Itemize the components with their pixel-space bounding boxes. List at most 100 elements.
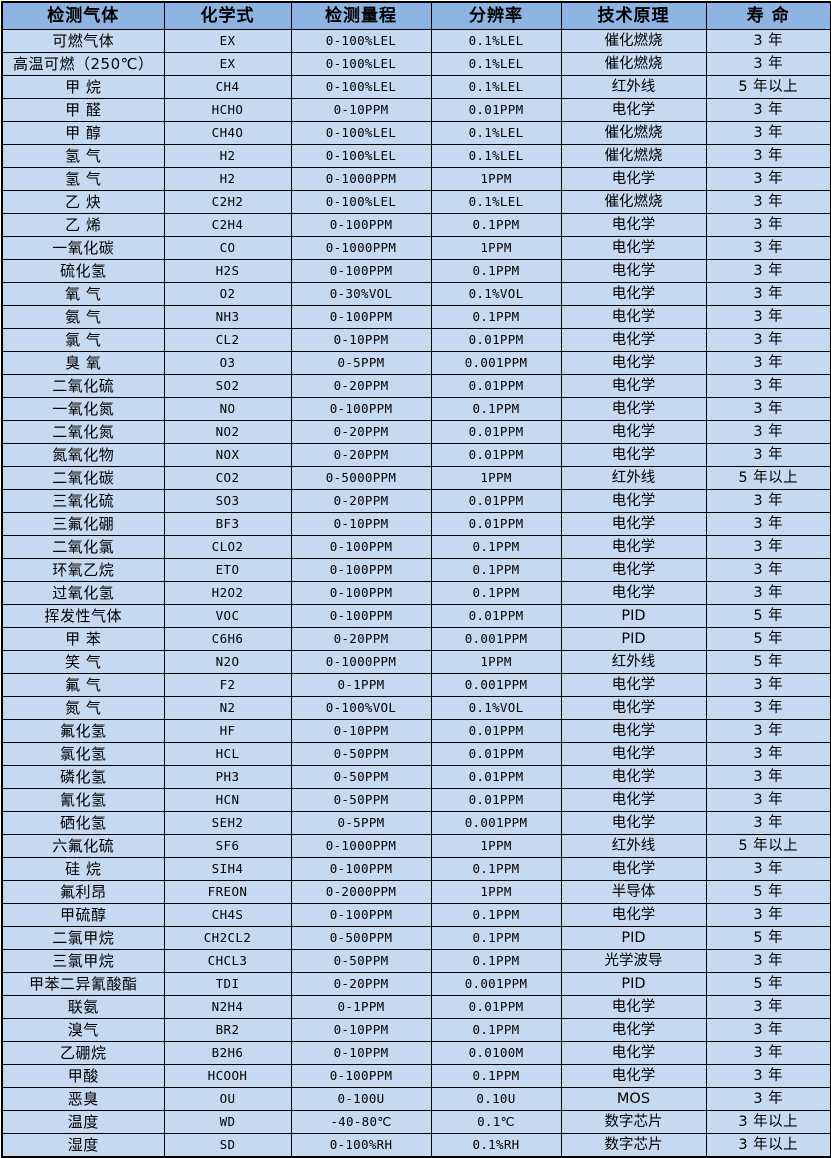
cell-range: 0-1PPM bbox=[290, 995, 432, 1019]
cell-range: 0-100%RH bbox=[290, 1133, 432, 1158]
cell-resolution: 0.1%LEL bbox=[430, 29, 562, 53]
cell-formula: FREON bbox=[163, 880, 292, 904]
cell-tech: 电化学 bbox=[560, 857, 707, 881]
cell-formula: HCOOH bbox=[163, 1064, 292, 1088]
cell-resolution: 0.1%RH bbox=[430, 1133, 562, 1158]
table-row: 溴气 BR2 0-10PPM 0.1PPM 电化学 3 年 bbox=[1, 1018, 831, 1042]
table-row: 硫化氢 H2S 0-100PPM 0.1PPM 电化学 3 年 bbox=[1, 259, 831, 283]
cell-gas: 氯化氢 bbox=[1, 742, 165, 766]
cell-tech: 电化学 bbox=[560, 512, 707, 536]
cell-range: 0-100%VOL bbox=[290, 696, 432, 720]
cell-resolution: 0.1PPM bbox=[430, 535, 562, 559]
table-row: 温度 WD -40-80℃ 0.1℃ 数字芯片 3 年以上 bbox=[1, 1110, 831, 1134]
cell-resolution: 0.001PPM bbox=[430, 972, 562, 996]
table-row: 三氟化硼 BF3 0-10PPM 0.01PPM 电化学 3 年 bbox=[1, 512, 831, 536]
cell-gas: 乙 烯 bbox=[1, 213, 165, 237]
cell-tech: 电化学 bbox=[560, 420, 707, 444]
cell-formula: H2O2 bbox=[163, 581, 292, 605]
table-row: 乙 炔 C2H2 0-100%LEL 0.1%LEL 催化燃烧 3 年 bbox=[1, 190, 831, 214]
cell-formula: SO2 bbox=[163, 374, 292, 398]
table-row: 联氨 N2H4 0-1PPM 0.01PPM 电化学 3 年 bbox=[1, 995, 831, 1019]
cell-resolution: 0.1PPM bbox=[430, 213, 562, 237]
cell-gas: 甲 醛 bbox=[1, 98, 165, 122]
cell-resolution: 0.01PPM bbox=[430, 420, 562, 444]
cell-range: 0-5000PPM bbox=[290, 466, 432, 490]
cell-life: 3 年 bbox=[705, 765, 831, 789]
cell-gas: 氟化氢 bbox=[1, 719, 165, 743]
cell-range: 0-20PPM bbox=[290, 972, 432, 996]
cell-range: 0-500PPM bbox=[290, 926, 432, 950]
cell-formula: H2 bbox=[163, 167, 292, 191]
cell-formula: H2S bbox=[163, 259, 292, 283]
cell-life: 3 年 bbox=[705, 949, 831, 973]
cell-life: 3 年 bbox=[705, 236, 831, 260]
cell-tech: 催化燃烧 bbox=[560, 29, 707, 53]
cell-formula: NOX bbox=[163, 443, 292, 467]
cell-life: 3 年 bbox=[705, 259, 831, 283]
table-row: 氢 气 H2 0-100%LEL 0.1%LEL 催化燃烧 3 年 bbox=[1, 144, 831, 168]
cell-formula: WD bbox=[163, 1110, 292, 1134]
table-row: 笑 气 N2O 0-1000PPM 1PPM 红外线 5 年 bbox=[1, 650, 831, 674]
cell-formula: C6H6 bbox=[163, 627, 292, 651]
cell-resolution: 1PPM bbox=[430, 236, 562, 260]
cell-life: 3 年 bbox=[705, 512, 831, 536]
cell-tech: 电化学 bbox=[560, 811, 707, 835]
cell-gas: 三氧化硫 bbox=[1, 489, 165, 513]
cell-gas: 环氧乙烷 bbox=[1, 558, 165, 582]
cell-life: 3 年 bbox=[705, 98, 831, 122]
cell-range: 0-50PPM bbox=[290, 788, 432, 812]
cell-life: 3 年 bbox=[705, 305, 831, 329]
cell-tech: 红外线 bbox=[560, 75, 707, 99]
cell-range: 0-100PPM bbox=[290, 1064, 432, 1088]
cell-formula: C2H4 bbox=[163, 213, 292, 237]
table-row: 硒化氢 SEH2 0-5PPM 0.001PPM 电化学 3 年 bbox=[1, 811, 831, 835]
cell-resolution: 0.01PPM bbox=[430, 328, 562, 352]
cell-formula: N2O bbox=[163, 650, 292, 674]
table-row: 氟化氢 HF 0-10PPM 0.01PPM 电化学 3 年 bbox=[1, 719, 831, 743]
cell-formula: BF3 bbox=[163, 512, 292, 536]
cell-tech: 电化学 bbox=[560, 535, 707, 559]
cell-tech: 电化学 bbox=[560, 1018, 707, 1042]
cell-tech: 电化学 bbox=[560, 305, 707, 329]
cell-formula: CLO2 bbox=[163, 535, 292, 559]
cell-gas: 温度 bbox=[1, 1110, 165, 1134]
cell-life: 3 年 bbox=[705, 1018, 831, 1042]
cell-gas: 二氧化氯 bbox=[1, 535, 165, 559]
table-header: 检测气体 化学式 检测量程 分辨率 技术原理 寿 命 bbox=[1, 1, 831, 30]
cell-range: 0-10PPM bbox=[290, 328, 432, 352]
cell-tech: 电化学 bbox=[560, 443, 707, 467]
cell-gas: 氢 气 bbox=[1, 144, 165, 168]
table-row: 甲 烷 CH4 0-100%LEL 0.1%LEL 红外线 5 年以上 bbox=[1, 75, 831, 99]
cell-resolution: 0.01PPM bbox=[430, 604, 562, 628]
cell-tech: 电化学 bbox=[560, 1064, 707, 1088]
cell-formula: HCN bbox=[163, 788, 292, 812]
cell-tech: 催化燃烧 bbox=[560, 52, 707, 76]
table-row: 甲苯二异氰酸酯 TDI 0-20PPM 0.001PPM PID 5 年 bbox=[1, 972, 831, 996]
cell-life: 3 年 bbox=[705, 903, 831, 927]
cell-gas: 一氧化碳 bbox=[1, 236, 165, 260]
table-row: 二氧化氮 NO2 0-20PPM 0.01PPM 电化学 3 年 bbox=[1, 420, 831, 444]
cell-tech: 红外线 bbox=[560, 834, 707, 858]
table-row: 二氯甲烷 CH2CL2 0-500PPM 0.1PPM PID 5 年 bbox=[1, 926, 831, 950]
cell-range: 0-1000PPM bbox=[290, 236, 432, 260]
cell-resolution: 0.01PPM bbox=[430, 374, 562, 398]
cell-range: 0-100PPM bbox=[290, 558, 432, 582]
cell-life: 3 年 bbox=[705, 213, 831, 237]
cell-range: 0-20PPM bbox=[290, 443, 432, 467]
cell-resolution: 0.1PPM bbox=[430, 903, 562, 927]
cell-range: 0-1000PPM bbox=[290, 834, 432, 858]
cell-gas: 硫化氢 bbox=[1, 259, 165, 283]
cell-gas: 甲 醇 bbox=[1, 121, 165, 145]
cell-life: 3 年 bbox=[705, 1064, 831, 1088]
cell-gas: 挥发性气体 bbox=[1, 604, 165, 628]
cell-life: 3 年 bbox=[705, 121, 831, 145]
cell-tech: MOS bbox=[560, 1087, 707, 1111]
cell-gas: 氮 气 bbox=[1, 696, 165, 720]
cell-tech: 数字芯片 bbox=[560, 1110, 707, 1134]
cell-range: 0-100%LEL bbox=[290, 190, 432, 214]
cell-tech: 电化学 bbox=[560, 397, 707, 421]
cell-tech: 电化学 bbox=[560, 742, 707, 766]
cell-life: 3 年 bbox=[705, 1041, 831, 1065]
column-header-formula: 化学式 bbox=[163, 1, 292, 30]
